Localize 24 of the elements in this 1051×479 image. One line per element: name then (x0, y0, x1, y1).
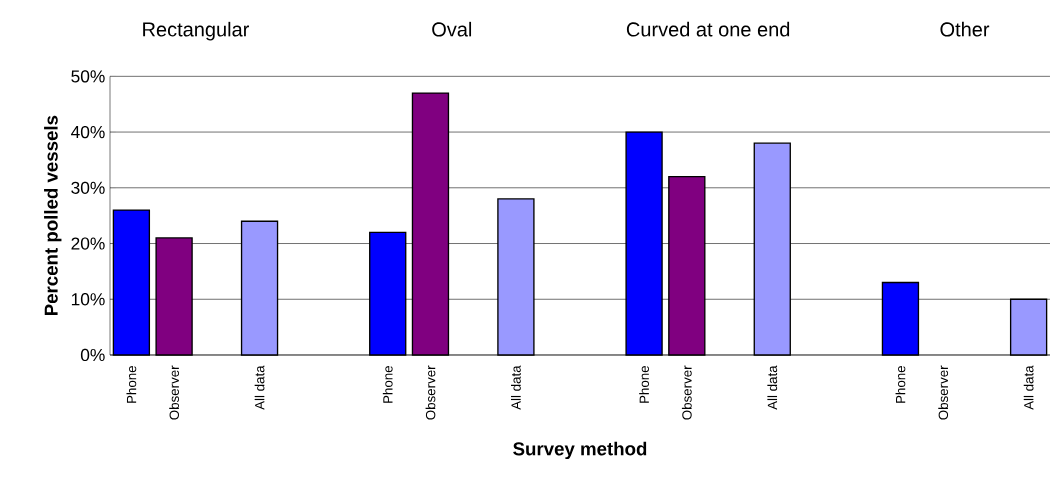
x-tick-label: Observer (169, 365, 179, 420)
y-tick-label: 50% (71, 70, 105, 83)
x-tick-label: Phone (382, 365, 393, 403)
x-tick-label: Phone (126, 365, 137, 403)
y-tick-label: 30% (71, 181, 105, 194)
x-tick-label: Observer (938, 365, 949, 420)
x-tick-label: Phone (639, 365, 649, 403)
x-tick-label: Observer (425, 365, 436, 420)
x-tick-label: All data (254, 365, 265, 410)
y-tick-label: 20% (71, 237, 105, 250)
x-tick-label: Observer (681, 365, 692, 420)
text: Rectangular (143, 21, 250, 41)
x-tick-label: Phone (895, 365, 906, 403)
text: Oval (432, 21, 472, 37)
x-axis-title: Survey method (513, 441, 647, 460)
x-tick-label: All data (511, 365, 521, 410)
x-tick-label: All data (767, 365, 778, 410)
y-tick-label: 0% (80, 348, 105, 362)
y-axis-title: Percent polled vessels (44, 115, 62, 316)
y-tick-label: 40% (71, 125, 105, 139)
text: Other (940, 21, 990, 37)
x-tick-label: All data (1023, 365, 1034, 410)
y-tick-label: 10% (71, 293, 105, 306)
text: Curved at one end (626, 21, 790, 37)
